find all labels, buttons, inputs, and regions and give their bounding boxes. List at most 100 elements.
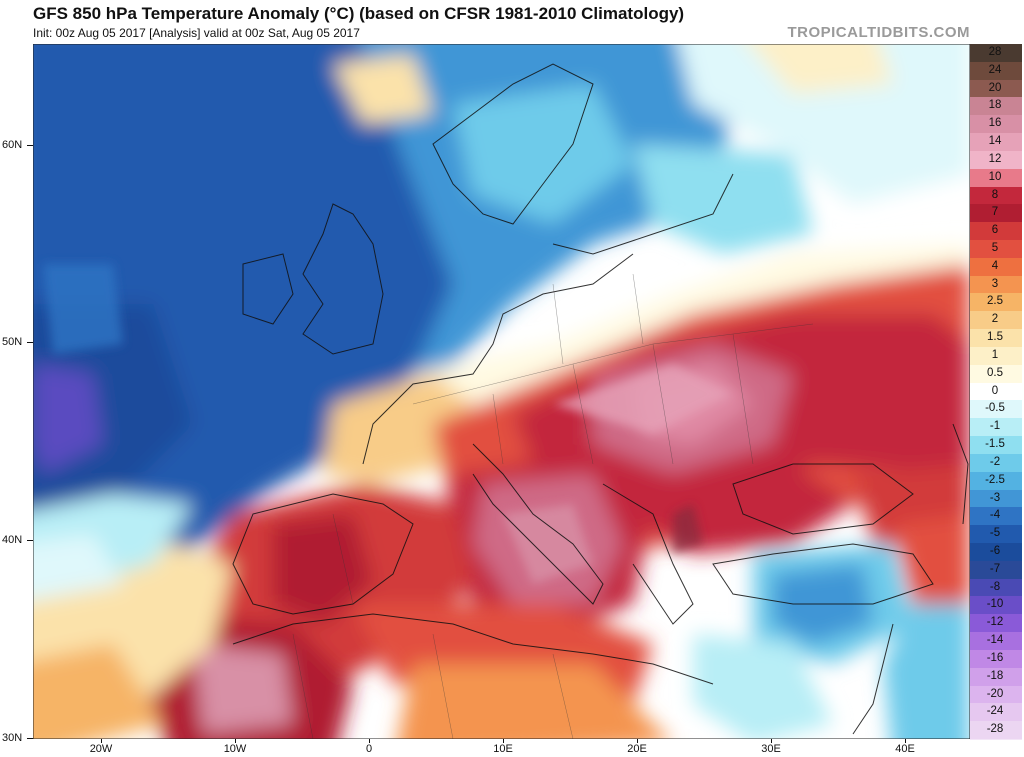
colorbar-step: -28 bbox=[970, 721, 1024, 740]
colorbar-label: 3 bbox=[991, 277, 999, 290]
lat-label-40n: 40N bbox=[2, 534, 23, 546]
colorbar-label: 1.5 bbox=[987, 331, 1003, 344]
colorbar-label: 7 bbox=[991, 206, 999, 219]
colorbar-step: 24 bbox=[970, 61, 1024, 81]
lon-label-0: 0 bbox=[365, 743, 373, 755]
colorbar-label: -18 bbox=[986, 669, 1004, 682]
anomaly-map bbox=[33, 44, 970, 739]
colorbar-label: 2.5 bbox=[987, 295, 1003, 308]
colorbar-step: -6 bbox=[970, 542, 1024, 562]
lon-label-20e: 20E bbox=[627, 743, 647, 755]
colorbar-label: -10 bbox=[986, 598, 1004, 611]
colorbar-label: -6 bbox=[989, 544, 1001, 557]
colorbar-label: -1 bbox=[989, 420, 1001, 433]
colorbar-label: 2 bbox=[991, 313, 999, 326]
colorbar-step: 8 bbox=[970, 186, 1024, 206]
colorbar-step: 3 bbox=[970, 275, 1024, 295]
colorbar-label: -3 bbox=[989, 491, 1001, 504]
colorbar-step: 2 bbox=[970, 311, 1024, 331]
colorbar-label: -8 bbox=[989, 580, 1001, 593]
lon-tick bbox=[101, 739, 102, 743]
colorbar-step: 1 bbox=[970, 346, 1024, 366]
lon-label-40e: 40E bbox=[895, 743, 915, 755]
lat-tick bbox=[27, 145, 33, 146]
colorbar-step: -0.5 bbox=[970, 400, 1024, 420]
colorbar-label: -14 bbox=[986, 634, 1004, 647]
colorbar-label: 24 bbox=[988, 63, 1002, 76]
colorbar-step: 5 bbox=[970, 240, 1024, 259]
lat-label-30n: 30N bbox=[2, 732, 23, 744]
lon-tick bbox=[905, 739, 906, 743]
colorbar-step: -14 bbox=[970, 632, 1024, 651]
colorbar-legend: 28 24 20 18 16 14 12 10 8 7 6 5 4 3 2.5 2 1.5 1 0.5 0 -0.5 -1… bbox=[970, 44, 1024, 740]
lon-tick bbox=[235, 739, 236, 743]
lat-tick bbox=[27, 738, 33, 739]
colorbar-step: 10 bbox=[970, 168, 1024, 188]
colorbar-label: -24 bbox=[986, 705, 1004, 718]
colorbar-step: 6 bbox=[970, 222, 1024, 242]
chart-subtitle: Init: 00z Aug 05 2017 [Analysis] valid a… bbox=[33, 26, 360, 40]
colorbar-step: -24 bbox=[970, 703, 1024, 723]
lon-tick bbox=[771, 739, 772, 743]
colorbar-step: 0 bbox=[970, 382, 1024, 402]
colorbar-label: 8 bbox=[991, 188, 999, 201]
colorbar-step: 14 bbox=[970, 133, 1024, 152]
colorbar-label: -7 bbox=[989, 562, 1001, 575]
lon-tick bbox=[503, 739, 504, 743]
colorbar-step: -1.5 bbox=[970, 436, 1024, 455]
colorbar-label: -1.5 bbox=[985, 438, 1005, 451]
colorbar-label: -0.5 bbox=[985, 402, 1005, 415]
colorbar-step: 16 bbox=[970, 115, 1024, 135]
colorbar-step: 2.5 bbox=[970, 293, 1024, 313]
colorbar-step: -8 bbox=[970, 578, 1024, 598]
lat-label-60n: 60N bbox=[2, 139, 23, 151]
colorbar-step: -7 bbox=[970, 560, 1024, 580]
lat-tick bbox=[27, 342, 33, 343]
colorbar-step: -2.5 bbox=[970, 471, 1024, 491]
colorbar-label: 10 bbox=[988, 170, 1002, 183]
colorbar-label: 18 bbox=[988, 99, 1002, 112]
colorbar-step: -3 bbox=[970, 489, 1024, 509]
colorbar-label: -16 bbox=[986, 651, 1004, 664]
colorbar-step: 7 bbox=[970, 204, 1024, 224]
colorbar-label: 0 bbox=[991, 384, 999, 397]
colorbar-label: -12 bbox=[986, 616, 1004, 629]
colorbar-label: 28 bbox=[988, 46, 1002, 58]
lon-label-20w: 20W bbox=[89, 743, 113, 755]
colorbar-label: -2.5 bbox=[985, 473, 1005, 486]
chart-title: GFS 850 hPa Temperature Anomaly (°C) (ba… bbox=[33, 4, 685, 23]
colorbar-step: 12 bbox=[970, 150, 1024, 170]
colorbar-label: -20 bbox=[986, 687, 1004, 700]
colorbar-step: -5 bbox=[970, 525, 1024, 544]
colorbar-swatch bbox=[970, 721, 1022, 740]
colorbar-label: 0.5 bbox=[987, 366, 1003, 379]
colorbar-label: 20 bbox=[988, 81, 1002, 94]
colorbar-step: -2 bbox=[970, 453, 1024, 473]
colorbar-label: 12 bbox=[988, 152, 1002, 165]
lon-tick bbox=[637, 739, 638, 743]
colorbar-label: -5 bbox=[989, 527, 1001, 540]
colorbar-step: 28 bbox=[970, 44, 1024, 63]
colorbar-label: 16 bbox=[988, 117, 1002, 130]
lat-tick bbox=[27, 540, 33, 541]
colorbar-step: -1 bbox=[970, 418, 1024, 438]
colorbar-label: 14 bbox=[988, 135, 1002, 148]
colorbar-label: 4 bbox=[991, 259, 999, 272]
colorbar-label: -28 bbox=[986, 723, 1004, 736]
lon-label-30e: 30E bbox=[761, 743, 781, 755]
colorbar-label: 5 bbox=[991, 242, 999, 255]
colorbar-label: -2 bbox=[989, 455, 1001, 468]
colorbar-step: -20 bbox=[970, 685, 1024, 705]
colorbar-step: -16 bbox=[970, 649, 1024, 669]
lat-label-50n: 50N bbox=[2, 336, 23, 348]
atlantic-cold-region bbox=[33, 44, 473, 634]
lon-tick bbox=[369, 739, 370, 743]
colorbar-label: 6 bbox=[991, 224, 999, 237]
lon-label-10e: 10E bbox=[493, 743, 513, 755]
lon-label-10w: 10W bbox=[223, 743, 247, 755]
colorbar-step: 18 bbox=[970, 97, 1024, 117]
colorbar-step: 4 bbox=[970, 257, 1024, 277]
colorbar-step: -18 bbox=[970, 667, 1024, 687]
colorbar-label: -4 bbox=[989, 509, 1001, 522]
colorbar-step: 1.5 bbox=[970, 329, 1024, 348]
